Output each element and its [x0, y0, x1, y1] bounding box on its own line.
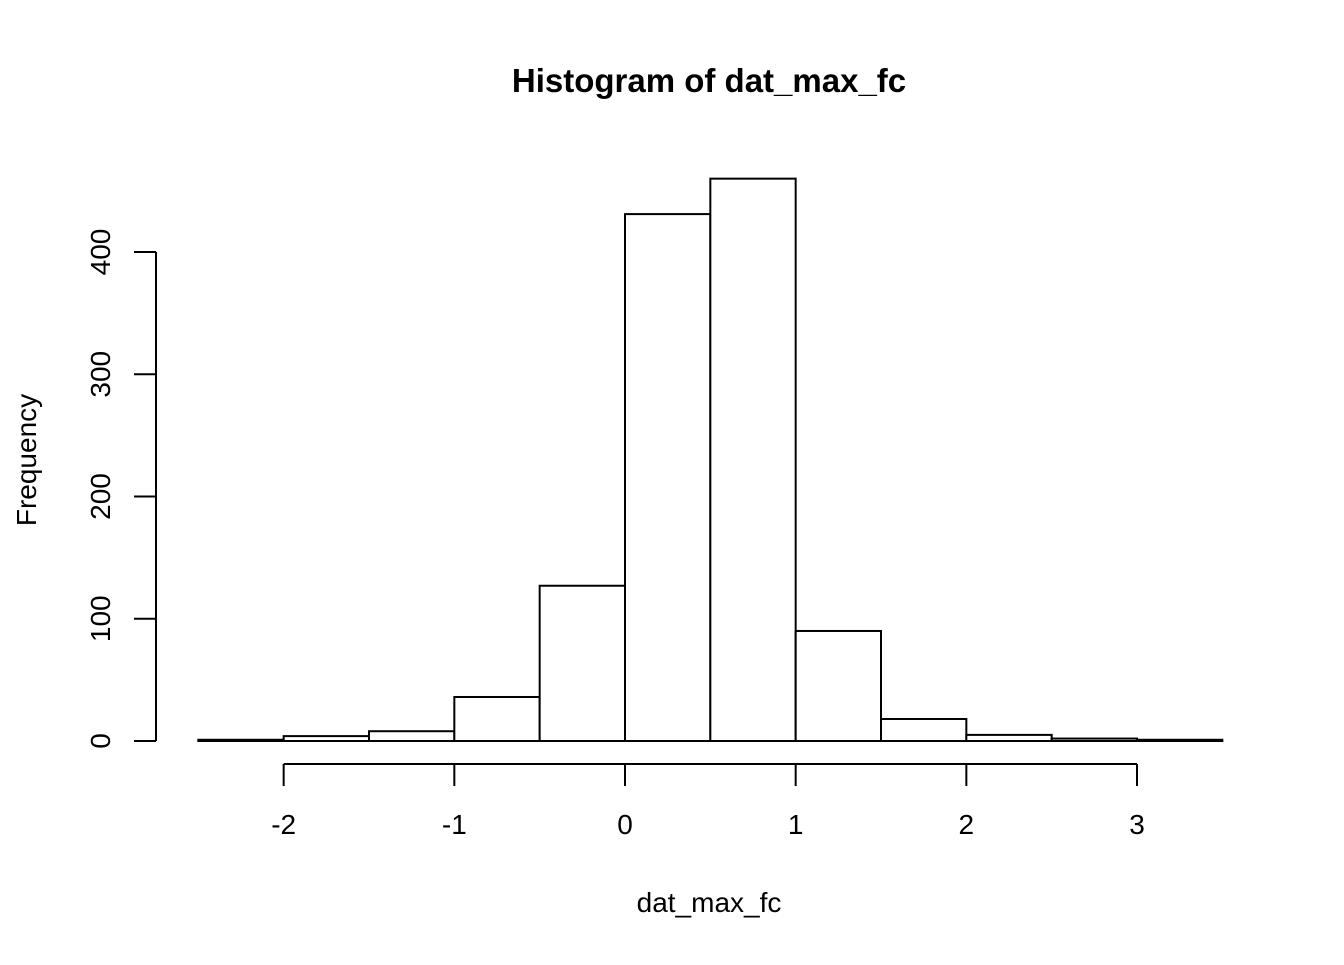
histogram-bar-10	[1050, 737, 1139, 742]
y-tick-label: 100	[85, 595, 116, 642]
histogram-bar-3	[453, 695, 541, 742]
histogram-bar-4	[538, 584, 626, 742]
histogram-bar-9	[965, 733, 1053, 743]
histogram-bar-7	[794, 629, 883, 742]
histogram-bar-0	[197, 738, 285, 743]
x-tick-label: 0	[617, 809, 633, 840]
x-tick-label: 2	[959, 809, 975, 840]
chart-title: Histogram of dat_max_fc	[512, 62, 906, 99]
y-tick-label: 400	[85, 229, 116, 276]
y-tick-label: 0	[85, 733, 116, 749]
x-tick-label: -2	[271, 809, 296, 840]
y-tick-label: 200	[85, 473, 116, 520]
x-axis-label: dat_max_fc	[637, 887, 782, 918]
x-axis: -2 -1 0 1 2 3	[271, 763, 1145, 840]
histogram-bar-5	[624, 213, 712, 743]
histogram-bars	[197, 177, 1224, 743]
x-tick-label: -1	[442, 809, 467, 840]
x-tick-label: 3	[1129, 809, 1145, 840]
histogram-bar-1	[282, 735, 370, 742]
histogram-bar-6	[709, 177, 797, 742]
y-tick-label: 300	[85, 351, 116, 398]
histogram-bar-2	[367, 730, 456, 742]
y-axis-label: Frequency	[11, 394, 42, 526]
y-axis: 0 100 200 300 400	[85, 229, 157, 749]
x-tick-label: 1	[788, 809, 804, 840]
histogram-bar-8	[880, 717, 968, 742]
histogram-bar-11	[1136, 738, 1224, 743]
